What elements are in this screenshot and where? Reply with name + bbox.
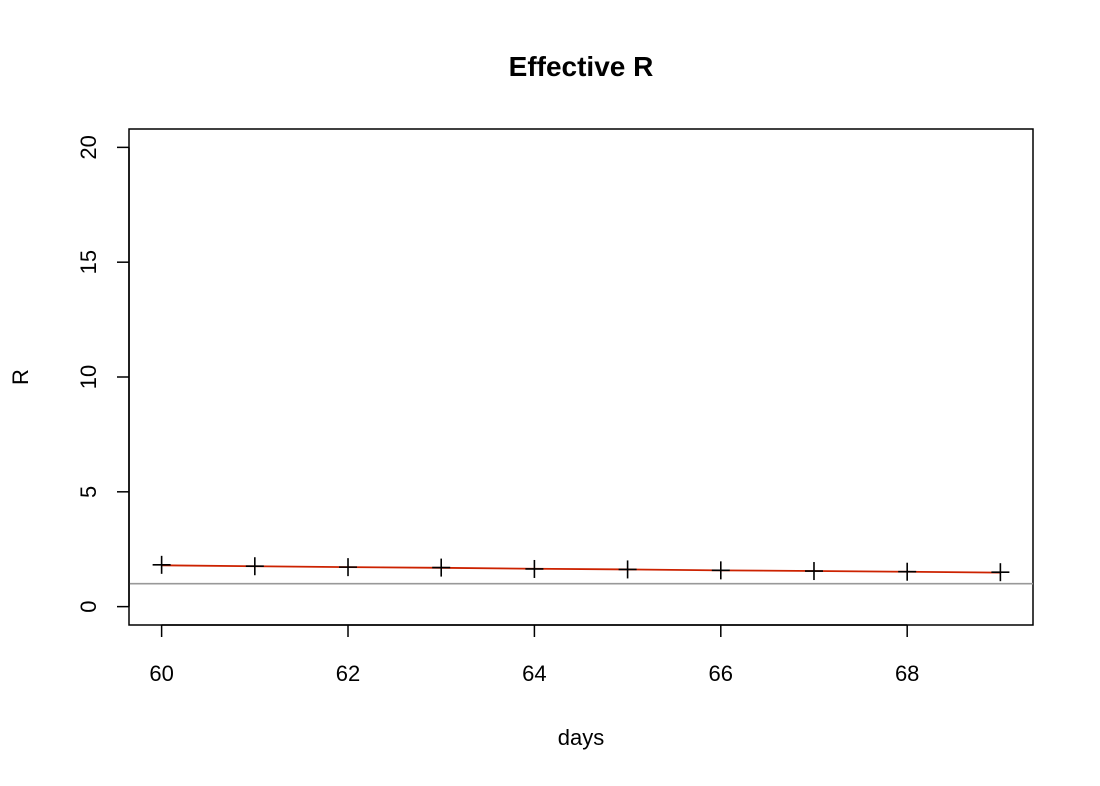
y-tick-label: 5	[76, 486, 101, 498]
plot-content	[129, 555, 1033, 585]
series-line	[161, 564, 1001, 574]
chart-title: Effective R	[509, 51, 654, 82]
y-tick-label: 10	[76, 365, 101, 389]
y-axis: 0 5 10 15 20	[76, 135, 130, 613]
x-axis-label: days	[558, 725, 604, 750]
x-tick-label: 66	[709, 661, 733, 686]
plot-frame	[128, 128, 1034, 626]
data-point	[711, 561, 730, 580]
x-tick-label: 60	[149, 661, 173, 686]
data-point	[245, 557, 264, 576]
x-tick-label: 68	[895, 661, 919, 686]
x-axis: 60 62 64 66 68	[149, 624, 919, 686]
data-point	[804, 562, 823, 581]
y-tick-label: 15	[76, 250, 101, 274]
data-point	[432, 558, 451, 577]
y-axis-label: R	[8, 369, 33, 385]
data-point	[898, 562, 917, 581]
data-point	[525, 559, 544, 578]
x-tick-label: 62	[336, 661, 360, 686]
y-tick-label: 0	[76, 601, 101, 613]
data-point	[991, 563, 1010, 582]
x-tick-label: 64	[522, 661, 546, 686]
data-point	[618, 560, 637, 579]
data-point	[339, 558, 358, 577]
data-point	[152, 555, 171, 574]
y-tick-label: 20	[76, 135, 101, 159]
